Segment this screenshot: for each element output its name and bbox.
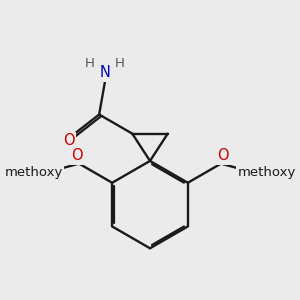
Text: H: H	[115, 57, 125, 70]
Text: H: H	[85, 57, 95, 70]
Text: N: N	[100, 65, 111, 80]
Text: O: O	[71, 148, 83, 163]
Text: O: O	[63, 133, 74, 148]
Text: methoxy: methoxy	[4, 166, 63, 179]
Text: O: O	[217, 148, 229, 163]
Text: methoxy: methoxy	[237, 166, 296, 179]
